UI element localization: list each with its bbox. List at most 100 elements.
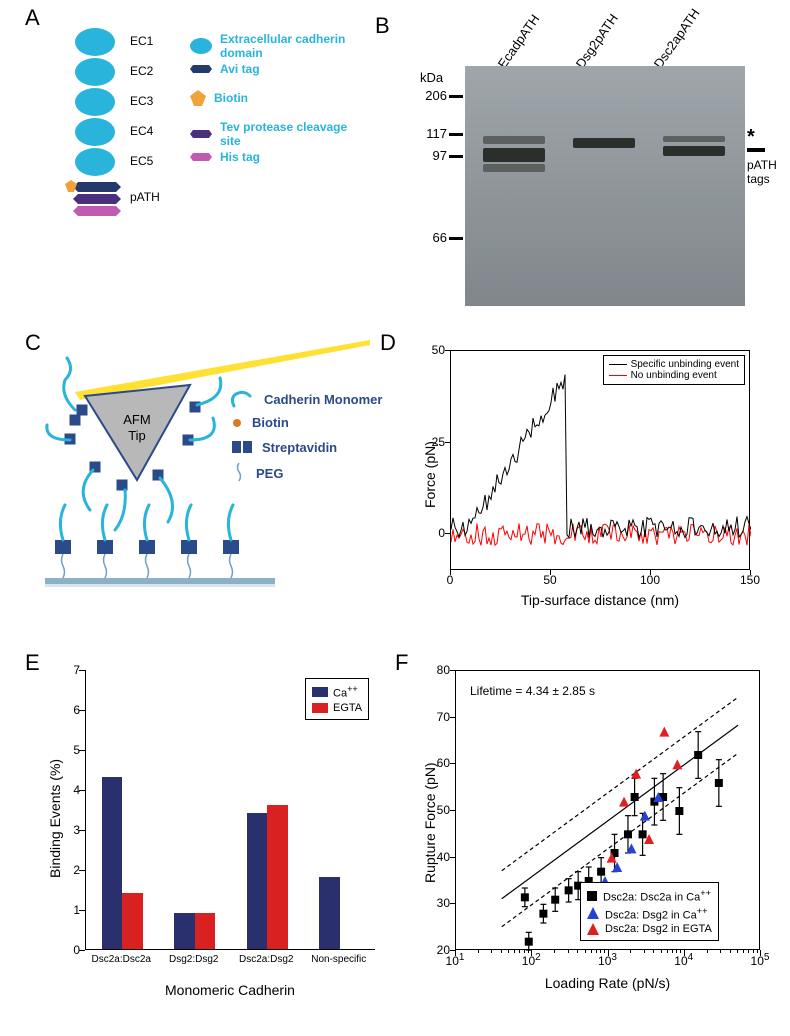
- svg-text:Tip: Tip: [128, 428, 146, 443]
- legend-text: PEG: [256, 466, 283, 481]
- ec-label: EC1: [130, 34, 153, 48]
- xtick: 150: [735, 573, 765, 587]
- gel-band: [483, 148, 545, 162]
- ytick: 5: [60, 743, 80, 757]
- pentagon-icon: [190, 90, 206, 106]
- bar-ca: [174, 913, 194, 949]
- legend-triangle-icon: [587, 923, 599, 935]
- gel-band: [663, 136, 725, 142]
- legend-item: Tev protease cleavage site: [190, 120, 365, 148]
- ec-domain-icon: [75, 28, 115, 56]
- legend-item: Avi tag: [190, 62, 260, 76]
- legend-swatch-icon: [312, 703, 328, 713]
- legend-text: Tev protease cleavage site: [220, 120, 365, 148]
- panel-E-label: E: [25, 650, 40, 676]
- afm-schematic-icon: AFM Tip: [35, 340, 375, 610]
- lane-label: Dsg2pATH: [573, 11, 621, 71]
- legend-text: EGTA: [333, 702, 362, 714]
- legend-line-icon: [609, 364, 627, 366]
- svg-text:AFM: AFM: [123, 412, 150, 427]
- legend-row: Specific unbinding event: [609, 359, 739, 370]
- legend-text: Avi tag: [220, 62, 260, 76]
- ytick: 60: [428, 756, 450, 770]
- monomer-icon: [230, 390, 256, 408]
- oval-icon: [190, 38, 212, 54]
- legend-text: Biotin: [252, 415, 289, 430]
- legend-text: Cadherin Monomer: [264, 392, 382, 407]
- ec-domain-icon: [75, 58, 115, 86]
- ytick: 25: [420, 435, 445, 449]
- ytick: 50: [428, 803, 450, 817]
- ec-label: EC3: [130, 94, 153, 108]
- biotin-icon: [230, 416, 244, 430]
- legend-line-icon: [609, 375, 627, 377]
- gel-image: [465, 66, 745, 306]
- bar-ca: [319, 877, 339, 949]
- legend-box: Ca++ EGTA: [305, 678, 369, 720]
- biotin-pent-icon: [65, 180, 77, 192]
- ec-domain-icon: [75, 118, 115, 146]
- ytick: 70: [428, 710, 450, 724]
- bar-egta: [267, 805, 287, 949]
- panel-D-label: D: [380, 330, 396, 356]
- legend-item: Streptavidin: [230, 438, 337, 456]
- y-axis-label: Binding Events (%): [47, 738, 63, 878]
- legend-text: Streptavidin: [262, 440, 337, 455]
- bar-egta: [195, 913, 215, 949]
- x-category: Dsg2:Dsg2: [158, 954, 231, 965]
- path-tags-icon: [73, 178, 121, 218]
- x-axis-label: Tip-surface distance (nm): [450, 592, 750, 608]
- legend-triangle-icon: [587, 907, 599, 919]
- panel-B: B EcadpATH Dsg2pATH Dsc2apATH kDa 206 11…: [385, 8, 765, 308]
- gel-band: [573, 138, 635, 148]
- ytick: 30: [428, 896, 450, 910]
- peg-icon: [230, 463, 248, 483]
- legend-text: Ca++: [333, 684, 358, 700]
- ytick: 20: [428, 943, 450, 957]
- path-tags-label: pATH tags: [747, 158, 777, 186]
- panel-A-label: A: [25, 5, 40, 31]
- legend-text: Dsc2a: Dsg2 in Ca++: [605, 906, 707, 922]
- x-category: Dsc2a:Dsc2a: [85, 954, 158, 965]
- mw-label: 206: [399, 88, 447, 103]
- legend-text: Specific unbinding event: [631, 359, 739, 370]
- x-axis-label: Monomeric Cadherin: [85, 982, 375, 998]
- legend-text: Extracellular cadherin domain: [220, 32, 365, 60]
- legend-box: Specific unbinding event No unbinding ev…: [603, 355, 745, 385]
- mw-tick-icon: [449, 155, 463, 158]
- ytick: 0: [420, 526, 445, 540]
- legend-row: EGTA: [312, 701, 362, 715]
- asterisk: *: [747, 126, 755, 149]
- mw-tick-icon: [449, 133, 463, 136]
- path-label: pATH: [130, 190, 160, 204]
- xtick: 0: [435, 573, 465, 587]
- legend-text: His tag: [220, 150, 260, 164]
- gel-band: [483, 136, 545, 144]
- ytick: 50: [420, 343, 445, 357]
- legend-text: No unbinding event: [631, 370, 717, 381]
- ec-label: EC4: [130, 124, 153, 138]
- mw-tick-icon: [449, 95, 463, 98]
- bar-ca: [102, 777, 122, 949]
- legend-item: PEG: [230, 463, 283, 483]
- ytick: 0: [60, 943, 80, 957]
- lifetime-text: Lifetime = 4.34 ± 2.85 s: [470, 684, 595, 698]
- mw-label: 66: [399, 230, 447, 245]
- ytick: 6: [60, 703, 80, 717]
- bar-egta: [122, 893, 142, 949]
- legend-text: Biotin: [214, 91, 248, 105]
- legend-item: His tag: [190, 150, 260, 164]
- ec-label: EC5: [130, 154, 153, 168]
- panel-F-label: F: [395, 650, 408, 676]
- x-category: Dsc2a:Dsg2: [230, 954, 303, 965]
- legend-row: Dsc2a: Dsg2 in EGTA: [587, 922, 712, 936]
- path-tick-icon: [747, 148, 765, 152]
- legend-text: Dsc2a: Dsc2a in Ca++: [603, 888, 711, 904]
- panel-E: E Binding Events (%) 01234567 Dsc2a:Dsc2…: [25, 650, 395, 1020]
- xtick: 50: [535, 573, 565, 587]
- mw-label: 97: [399, 148, 447, 163]
- ytick: 2: [60, 863, 80, 877]
- y-axis-label: Force (pN): [422, 408, 438, 508]
- legend-row: Ca++: [312, 683, 362, 701]
- legend-box: Dsc2a: Dsc2a in Ca++ Dsc2a: Dsg2 in Ca++…: [580, 882, 719, 941]
